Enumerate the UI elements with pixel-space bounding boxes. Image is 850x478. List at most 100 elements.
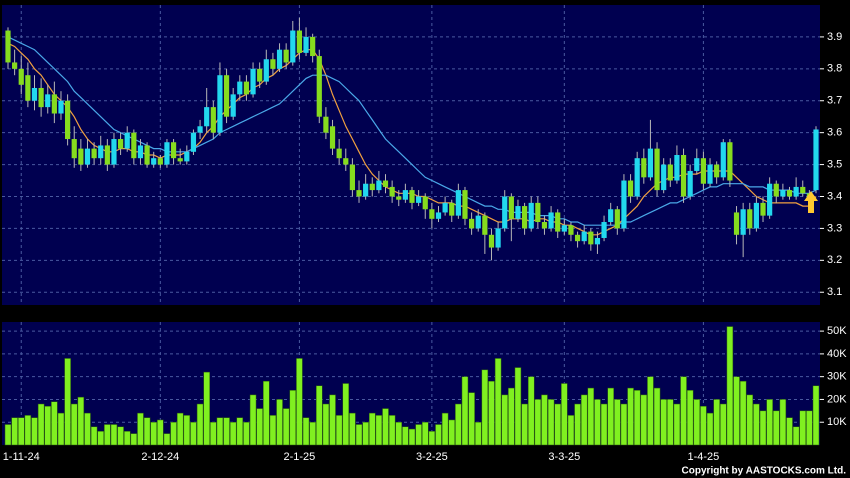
candle-body: [58, 100, 64, 114]
volume-bar: [11, 417, 18, 446]
candle-body: [111, 139, 117, 165]
volume-bar: [24, 415, 32, 446]
volume-bar: [627, 387, 634, 446]
volume-bar: [329, 394, 336, 446]
candle-body: [310, 36, 316, 57]
candle-body: [104, 145, 110, 165]
volume-bar: [17, 417, 25, 446]
candle-body: [98, 145, 104, 159]
candle-body: [667, 164, 673, 181]
candle-body: [482, 215, 488, 235]
volume-bar: [216, 417, 224, 446]
candle-body: [475, 215, 481, 229]
volume-bar: [223, 417, 230, 446]
volume-bar: [302, 417, 310, 446]
volume-bar: [481, 369, 489, 446]
y-tick-label: 10K: [827, 416, 847, 428]
marker-arrow: [804, 191, 818, 213]
candle-body: [469, 218, 475, 229]
volume-bar: [448, 419, 455, 446]
volume-bar: [415, 424, 422, 446]
volume-bar: [435, 424, 442, 446]
candle-body: [117, 139, 124, 149]
candle-body: [270, 59, 276, 69]
volume-bar: [369, 412, 376, 446]
copyright: Copyright by AASTOCKS.com Ltd.: [682, 466, 847, 477]
candle-body: [541, 222, 548, 229]
candle-body: [223, 75, 230, 117]
candle-body: [581, 231, 587, 242]
volume-bar: [37, 403, 45, 446]
x-tick-label: 3-2-25: [416, 451, 448, 463]
candle-body: [760, 202, 766, 216]
volume-bar: [706, 412, 714, 446]
volume-bar: [243, 421, 250, 446]
volume-bar: [739, 380, 747, 446]
candle-body: [574, 234, 581, 242]
volume-bar: [494, 358, 502, 446]
volume-bar: [766, 399, 773, 446]
candle-body: [65, 100, 71, 140]
candle-body: [502, 196, 508, 229]
candle-body: [740, 209, 746, 235]
y-tick-label: 3.6: [827, 127, 842, 139]
candle-body: [170, 142, 177, 159]
y-tick-label: 30K: [827, 371, 847, 383]
volume-bar: [686, 390, 694, 446]
volume-bar: [574, 403, 581, 446]
candle-body: [356, 190, 362, 197]
candle-body: [204, 107, 210, 127]
y-tick-label: 40K: [827, 348, 847, 360]
volume-bar: [382, 408, 389, 446]
candle-body: [614, 209, 620, 229]
candle-body: [680, 155, 687, 197]
candle-body: [435, 212, 442, 219]
candle-body: [336, 148, 342, 159]
y-tick-label: 3.9: [827, 31, 842, 43]
volume-bar: [554, 403, 561, 446]
candle-body: [217, 75, 223, 133]
candle-body: [131, 132, 137, 159]
candle-body: [661, 164, 667, 191]
volume-bar: [335, 415, 343, 446]
volume-bar: [587, 387, 595, 446]
volume-bar: [508, 387, 515, 446]
candle-body: [329, 126, 336, 149]
volume-bar: [647, 376, 654, 446]
volume-bar: [680, 376, 687, 446]
candle-body: [190, 132, 197, 152]
volume-bar: [4, 424, 12, 446]
candle-body: [488, 234, 495, 248]
candle-body: [515, 206, 521, 219]
candle-body: [786, 190, 793, 197]
candle-body: [376, 180, 382, 191]
volume-bar: [607, 387, 614, 446]
volume-bar: [773, 410, 780, 446]
volume-bar: [720, 403, 727, 446]
volume-bar: [726, 326, 734, 446]
candle-body: [402, 190, 408, 200]
candle-body: [144, 145, 150, 165]
candle-body: [800, 186, 806, 194]
volume-bar: [236, 417, 244, 446]
candle-body: [316, 56, 322, 117]
volume-bar: [779, 399, 787, 446]
volume-bar: [527, 376, 535, 446]
volume-bar: [759, 410, 767, 446]
volume-bar: [388, 415, 396, 446]
candle-body: [455, 190, 461, 216]
candle-body: [323, 116, 329, 133]
candle-body: [349, 164, 355, 191]
volume-bar: [77, 396, 85, 446]
candle-body: [634, 158, 640, 197]
candle-body: [157, 158, 163, 165]
candle-body: [720, 142, 726, 178]
candle-body: [197, 126, 203, 133]
candle-body: [18, 68, 24, 85]
volume-bar: [441, 412, 449, 446]
candle-body: [409, 190, 415, 203]
volume-bar: [249, 394, 257, 446]
candle-body: [276, 49, 283, 69]
